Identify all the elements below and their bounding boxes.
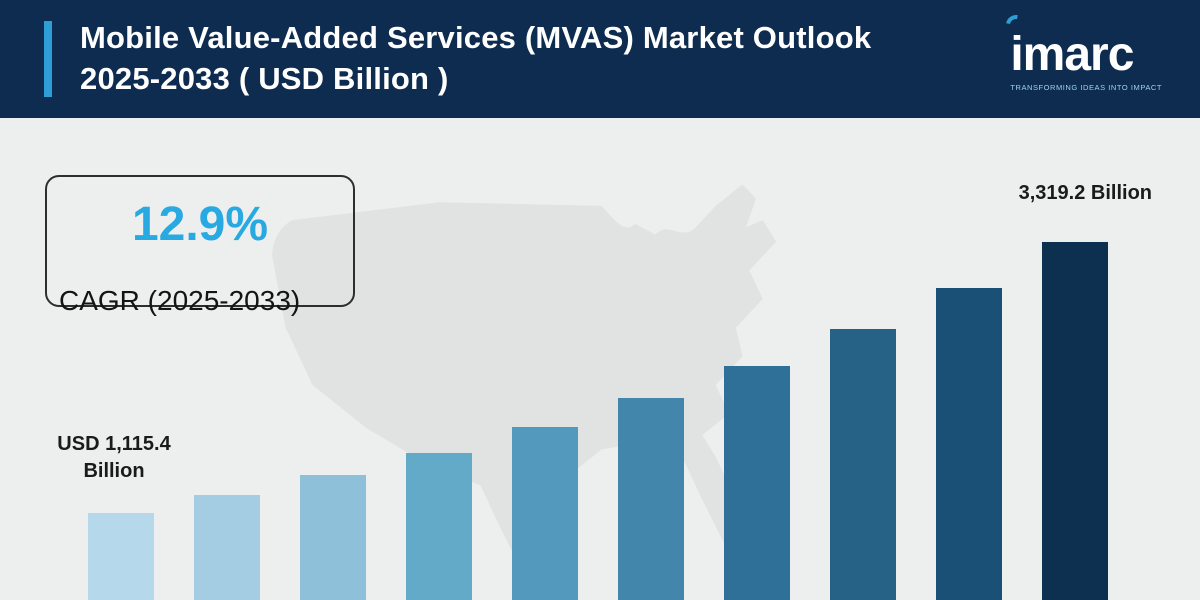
logo-text: imarc: [1010, 27, 1134, 81]
logo-tagline: TRANSFORMING IDEAS INTO IMPACT: [1010, 82, 1162, 92]
last-bar-value-label: 3,319.2 Billion: [1018, 182, 1152, 204]
title-accent-bar: [44, 21, 52, 97]
imarc-logo: imarc TRANSFORMING IDEAS INTO IMPACT: [1002, 10, 1162, 92]
bar-2033: [1042, 242, 1108, 600]
page-title-line2: 2025-2033 ( USD Billion ): [80, 61, 449, 96]
page-title-line1: Mobile Value-Added Services (MVAS) Marke…: [80, 20, 872, 56]
header: Mobile Value-Added Services (MVAS) Marke…: [0, 0, 1200, 118]
first-bar-value-label: USD 1,115.4 Billion: [34, 431, 194, 485]
bar-2030: [724, 366, 790, 600]
bar-chart: [88, 242, 1108, 600]
chart-area: 12.9% CAGR (2025-2033) USD 1,115.4 Billio…: [0, 118, 1200, 600]
cagr-value: 12.9%: [131, 198, 269, 251]
page-title: Mobile Value-Added Services (MVAS) Marke…: [80, 18, 871, 100]
bar-2029: [618, 398, 684, 600]
bar-2031: [830, 329, 896, 600]
bar-2028: [512, 427, 578, 600]
bar-2027: [406, 453, 472, 600]
bar-2026: [300, 475, 366, 600]
cagr-box: 12.9% CAGR (2025-2033): [45, 175, 355, 316]
us-map-silhouette: [272, 184, 777, 583]
cagr-label: CAGR (2025-2033): [59, 285, 301, 316]
first-bar-value-line1: USD 1,115.4: [57, 433, 171, 455]
bar-2025: [194, 495, 260, 600]
bar-2032: [936, 288, 1002, 600]
first-bar-value-line2: Billion: [83, 460, 145, 482]
bar-2024: [88, 513, 154, 600]
